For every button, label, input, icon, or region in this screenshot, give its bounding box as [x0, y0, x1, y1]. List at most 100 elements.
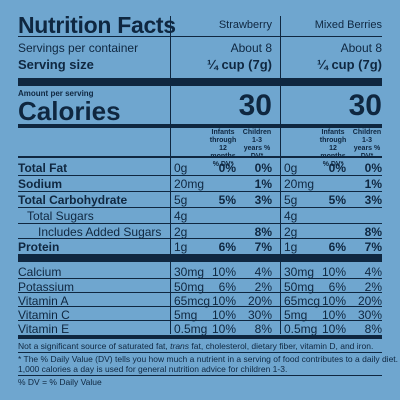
amount-per-serving: Amount per serving: [18, 89, 94, 98]
header-rule: [18, 156, 382, 158]
row-divider: [18, 320, 382, 321]
nutrient-dv-children-mixed: 7%: [364, 240, 382, 254]
footnote-not-significant: Not a significant source of saturated fa…: [18, 341, 374, 351]
nutrient-amount-strawberry: 5g: [174, 193, 188, 207]
nutrient-dv-infants-mixed: 5%: [328, 193, 346, 207]
thick-rule: [18, 78, 382, 86]
nutrient-amount-strawberry: 0g: [174, 161, 188, 175]
product-name-strawberry: Strawberry: [218, 19, 272, 31]
vitamin-dv-children-strawberry: 4%: [254, 265, 272, 279]
row-divider: [18, 191, 382, 192]
vitamin-dv-infants-mixed: 10%: [321, 322, 346, 336]
medium-rule: [18, 335, 382, 339]
calories-value-mixed: 30: [348, 89, 382, 122]
vitamin-dv-infants-mixed: 10%: [321, 308, 346, 322]
vitamin-amount-mixed: 50mg: [284, 280, 315, 294]
vitamin-amount-mixed: 0.5mg: [284, 322, 318, 336]
nutrient-name: Protein: [18, 240, 60, 254]
nutrient-amount-strawberry: 4g: [174, 209, 188, 223]
nutrient-amount-mixed: 1g: [284, 240, 298, 254]
nutrient-dv-infants-mixed: 6%: [328, 240, 346, 254]
vitamin-dv-children-mixed: 30%: [357, 308, 382, 322]
servings-value-strawberry: About 8: [230, 41, 272, 55]
nutrient-dv-infants-strawberry: 6%: [218, 240, 236, 254]
vitamin-amount-strawberry: 5mg: [174, 308, 198, 322]
nutrient-dv-children-strawberry: 7%: [254, 240, 272, 254]
product-name-mixed-berries: Mixed Berries: [314, 19, 382, 31]
row-divider: [18, 306, 382, 307]
nutrient-name: Sodium: [18, 177, 62, 191]
vitamin-name: Vitamin E: [18, 322, 70, 336]
vitamin-amount-strawberry: 50mg: [174, 280, 205, 294]
nutrient-name: Total Fat: [18, 161, 68, 175]
calories-label: Calories: [18, 96, 121, 126]
row-divider: [18, 175, 382, 176]
vitamin-amount-mixed: 30mg: [284, 265, 315, 279]
vitamin-dv-children-mixed: 20%: [357, 294, 382, 308]
serving-size-value-mixed: ¼ cup (7g): [316, 57, 382, 72]
vitamin-name: Calcium: [18, 265, 62, 279]
nutrient-dv-infants-mixed: 0%: [328, 161, 346, 175]
nutrient-name: Total Sugars: [27, 209, 94, 223]
vitamin-dv-infants-strawberry: 10%: [211, 308, 236, 322]
vitamin-name: Potassium: [18, 280, 75, 294]
vitamin-amount-strawberry: 0.5mg: [174, 322, 208, 336]
vitamin-dv-children-mixed: 2%: [364, 280, 382, 294]
divider: [18, 352, 382, 353]
vitamin-dv-children-mixed: 4%: [364, 265, 382, 279]
vitamin-amount-mixed: 65mcg: [284, 294, 321, 308]
thick-rule: [18, 254, 382, 262]
divider: [18, 375, 382, 376]
vitamin-dv-infants-mixed: 10%: [321, 265, 346, 279]
vitamin-dv-children-strawberry: 2%: [254, 280, 272, 294]
row-divider: [18, 238, 382, 239]
nutrient-dv-infants-strawberry: 0%: [218, 161, 236, 175]
nutrient-dv-children-mixed: 8%: [364, 225, 382, 239]
nutrient-amount-mixed: 20mg: [284, 177, 315, 191]
servings-label: Servings per container: [18, 41, 139, 55]
vitamin-dv-infants-strawberry: 10%: [211, 322, 236, 336]
vitamin-dv-infants-mixed: 10%: [321, 294, 346, 308]
nutrient-dv-children-mixed: 3%: [364, 193, 382, 207]
vitamin-name: Vitamin A: [18, 294, 69, 308]
nutrient-amount-strawberry: 2g: [174, 225, 188, 239]
nutrient-name: Includes Added Sugars: [38, 225, 162, 239]
nutrient-dv-children-mixed: 1%: [364, 177, 382, 191]
vitamin-dv-infants-strawberry: 6%: [218, 280, 236, 294]
row-divider: [18, 207, 382, 208]
nutrient-dv-children-strawberry: 8%: [254, 225, 272, 239]
vitamin-dv-infants-strawberry: 10%: [211, 265, 236, 279]
vitamin-amount-strawberry: 30mg: [174, 265, 205, 279]
vitamin-dv-children-strawberry: 20%: [247, 294, 272, 308]
nutrient-dv-children-strawberry: 1%: [254, 177, 272, 191]
calories-value-strawberry: 30: [238, 89, 272, 122]
medium-rule: [18, 124, 382, 128]
footnote-dv-definition: % DV = % Daily Value: [18, 377, 102, 387]
serving-size-value-strawberry: ¼ cup (7g): [206, 57, 272, 72]
vitamin-name: Vitamin C: [18, 308, 70, 322]
row-divider: [18, 278, 382, 279]
vitamin-dv-children-strawberry: 8%: [254, 322, 272, 336]
vitamin-amount-strawberry: 65mcg: [174, 294, 211, 308]
vitamin-dv-infants-mixed: 6%: [328, 280, 346, 294]
vitamin-dv-children-mixed: 8%: [364, 322, 382, 336]
nutrient-name: Total Carbohydrate: [18, 193, 128, 207]
divider: [18, 36, 382, 37]
nutrient-amount-mixed: 2g: [284, 225, 298, 239]
nutrient-dv-children-mixed: 0%: [364, 161, 382, 175]
vitamin-dv-infants-strawberry: 10%: [211, 294, 236, 308]
footnote-daily-value: * The % Daily Value (DV) tells you how m…: [18, 354, 399, 364]
servings-value-mixed: About 8: [340, 41, 382, 55]
row-divider: [18, 292, 382, 293]
row-divider: [18, 223, 382, 224]
footnote-calories: 1,000 calories a day is used for general…: [18, 364, 288, 374]
nutrient-amount-strawberry: 1g: [174, 240, 188, 254]
panel-title: Nutrition Facts: [18, 12, 176, 38]
vitamin-amount-mixed: 5mg: [284, 308, 308, 322]
serving-size-label: Serving size: [18, 57, 94, 72]
nutrient-amount-strawberry: 20mg: [174, 177, 205, 191]
nutrient-dv-children-strawberry: 3%: [254, 193, 272, 207]
nutrient-dv-infants-strawberry: 5%: [218, 193, 236, 207]
vitamin-dv-children-strawberry: 30%: [247, 308, 272, 322]
